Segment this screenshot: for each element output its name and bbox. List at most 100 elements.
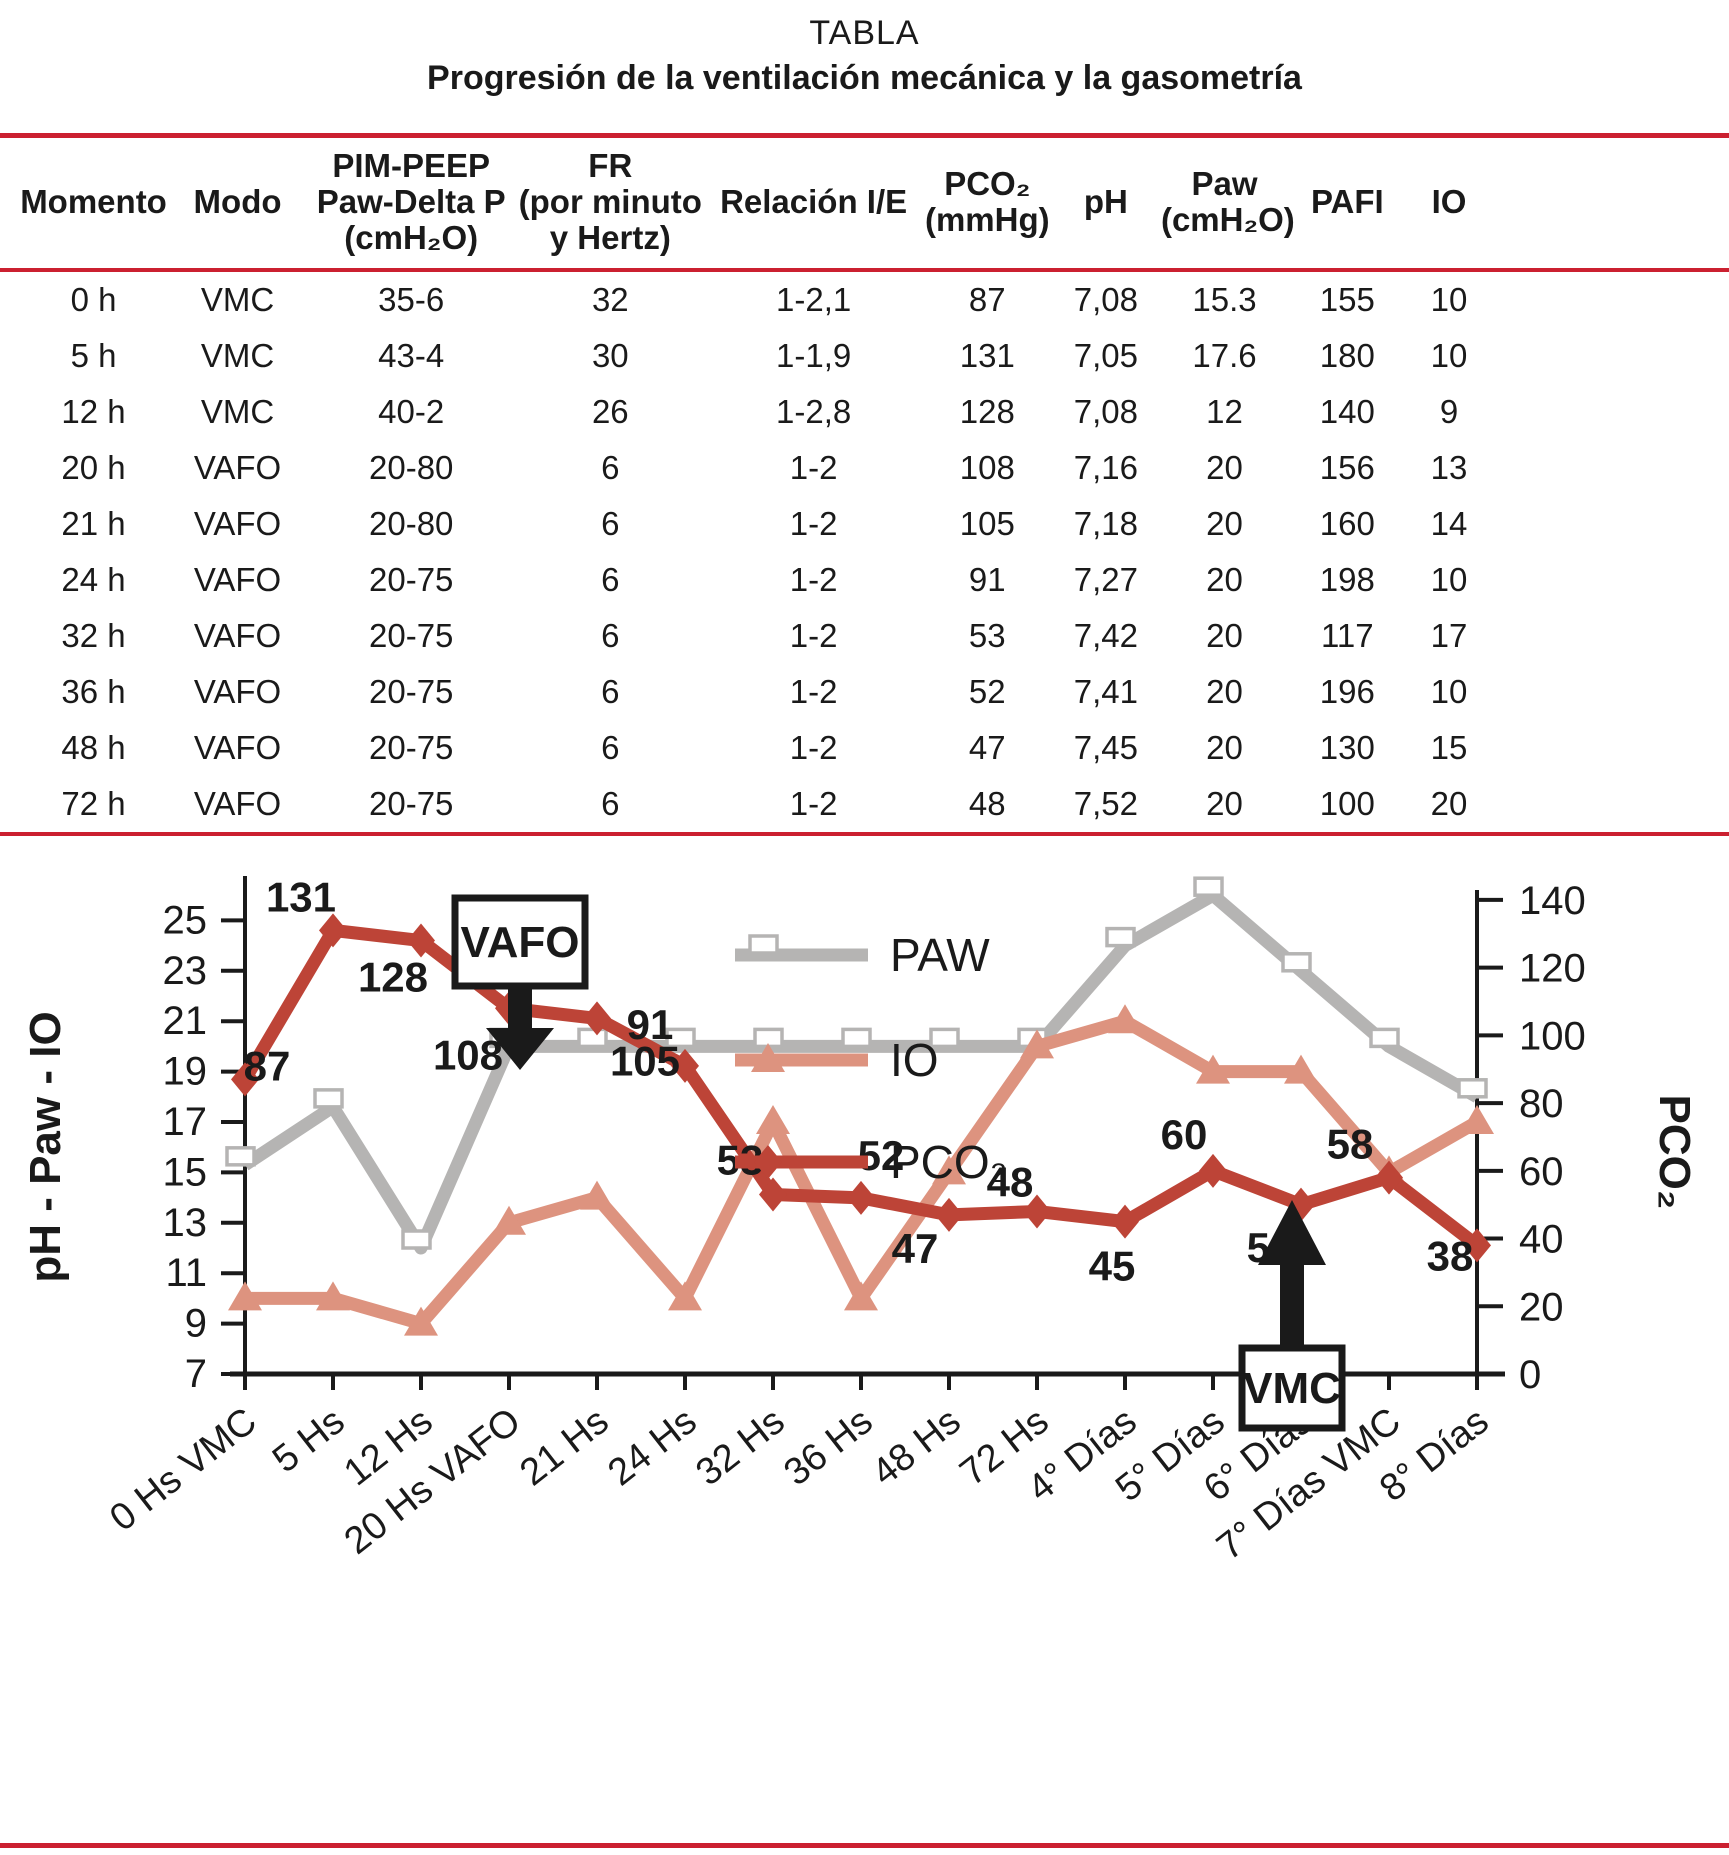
column-header-line: FR <box>588 147 633 184</box>
left-axis-title: pH - Paw - IO <box>21 1011 70 1282</box>
table-cell: 12 <box>1206 393 1243 430</box>
column-header-line: y Hertz) <box>549 219 671 256</box>
vafo-annotation-label: VAFO <box>461 918 580 967</box>
table-cell: 10 <box>1430 561 1468 598</box>
x-axis-category-label: 36 Hs <box>776 1400 880 1494</box>
table-cell: 0 h <box>70 281 117 318</box>
table-cell: VAFO <box>193 729 282 766</box>
table-cell: 10 <box>1430 673 1468 710</box>
table-cell: 10 <box>1430 281 1468 318</box>
table-title-block: TABLA Progresión de la ventilación mecán… <box>0 14 1729 98</box>
table-cell: VAFO <box>193 449 282 486</box>
series-marker-PAW <box>753 1027 784 1049</box>
table-cell: 15 <box>1430 729 1468 766</box>
column-header: PIM-PEEP Paw-Delta P (cmH₂O) <box>305 148 517 256</box>
series-marker-PAW <box>1369 1027 1400 1049</box>
right-axis-tick-label: 20 <box>1519 1285 1564 1329</box>
table-cell: 26 <box>591 393 629 430</box>
table-row: 72 h VAFO 20-75 6 1-2 48 7,52 20 100 20 <box>0 776 1729 832</box>
series-marker-PCO₂ <box>1199 1153 1227 1188</box>
table-cell: 6 <box>601 729 620 766</box>
table-cell: 6 <box>601 505 620 542</box>
table-cell: 156 <box>1319 449 1375 486</box>
column-header-line: (cmH₂O) <box>344 219 479 256</box>
table-row: 24 h VAFO 20-75 6 1-2 91 7,27 20 198 10 <box>0 552 1729 608</box>
left-axis-tick-label: 21 <box>163 999 208 1043</box>
table-cell: 7,45 <box>1073 729 1138 766</box>
series-marker-PCO₂ <box>1111 1204 1139 1239</box>
table-cell: 20-80 <box>369 505 454 542</box>
table-cell: 196 <box>1319 673 1375 710</box>
left-axis-tick-label: 11 <box>165 1251 207 1295</box>
table-cell: 43-4 <box>378 337 445 374</box>
column-header-line: PCO₂ <box>944 165 1031 202</box>
series-marker-IO <box>228 1281 262 1311</box>
table-cell: 20 <box>1206 561 1243 598</box>
table-cell: 52 <box>968 673 1006 710</box>
table-cell: 7,41 <box>1073 673 1138 710</box>
series-marker-IO <box>844 1281 878 1311</box>
table-cell: 40-2 <box>378 393 445 430</box>
table-cell: 20-75 <box>369 785 454 822</box>
table-cell: 1-2 <box>789 729 838 766</box>
left-axis-tick-label: 15 <box>163 1150 208 1194</box>
data-point-label: 58 <box>1327 1121 1374 1168</box>
vafo-arrow <box>486 986 554 1070</box>
data-point-label: 87 <box>244 1042 291 1089</box>
series-marker-PCO₂ <box>1287 1187 1315 1222</box>
table-cell: 20 <box>1206 617 1243 654</box>
table-cell: VAFO <box>193 617 282 654</box>
data-point-label: 60 <box>1161 1111 1208 1158</box>
table-cell: 105 <box>959 505 1015 542</box>
series-marker-PCO₂ <box>671 1048 699 1083</box>
series-marker-IO <box>756 1105 790 1134</box>
table-cell: 130 <box>1319 729 1375 766</box>
table-cell: 32 h <box>61 617 126 654</box>
series-marker-PCO₂ <box>1375 1160 1403 1195</box>
column-header: pH <box>1051 184 1161 220</box>
table-cell: 108 <box>959 449 1015 486</box>
table-cell: 1-2 <box>789 673 838 710</box>
table-cell: 198 <box>1319 561 1375 598</box>
table-cell: VAFO <box>193 673 282 710</box>
table-cell: 13 <box>1430 449 1468 486</box>
series-marker-PCO₂ <box>847 1180 875 1215</box>
series-marker-IO <box>932 1155 966 1185</box>
table-cell: 20 <box>1206 505 1243 542</box>
table-cell: 72 h <box>61 785 126 822</box>
table-cell: 21 h <box>61 505 126 542</box>
table-cell: VAFO <box>193 505 282 542</box>
table-cell: 20-75 <box>369 729 454 766</box>
series-marker-PAW <box>929 1027 960 1049</box>
table-cell: 20-75 <box>369 561 454 598</box>
data-point-label: 47 <box>892 1225 939 1272</box>
chart-svg: 7 9 11 13 15 17 19 21 23 25 0 20 40 60 80 100 120 140 0 Hs… <box>21 873 1699 1568</box>
data-point-label: 108 <box>433 1031 503 1078</box>
table-row: 12 h VMC 40-2 26 1-2,8 128 7,08 12 140 9 <box>0 384 1729 440</box>
column-header-line: pH <box>1083 183 1128 220</box>
table-cell: 7,27 <box>1073 561 1138 598</box>
right-axis-tick-label: 140 <box>1519 879 1586 923</box>
table-cell: 180 <box>1319 337 1375 374</box>
x-axis-category-label: 21 Hs <box>512 1400 616 1494</box>
data-point-label: 131 <box>266 873 336 920</box>
table-cell: 87 <box>968 281 1006 318</box>
series-marker-PAW <box>665 1027 696 1049</box>
table-cell: 48 <box>968 785 1006 822</box>
table-cell: 12 h <box>61 393 126 430</box>
series-marker-PAW <box>1281 952 1312 973</box>
table-cell: 6 <box>601 785 620 822</box>
column-header-line: PAFI <box>1310 183 1384 220</box>
table-cell: 14 <box>1430 505 1468 542</box>
table-cell: 20-75 <box>369 617 454 654</box>
table-cell: 7,08 <box>1073 393 1138 430</box>
table-cell: 155 <box>1319 281 1375 318</box>
series-marker-PAW <box>313 1088 344 1109</box>
column-header-line: Relación I/E <box>720 183 908 220</box>
left-axis-tick-label: 13 <box>163 1201 208 1245</box>
table-cell: 7,18 <box>1073 505 1138 542</box>
series-marker-PAW <box>841 1027 872 1049</box>
column-header-line: (cmH₂O) <box>1160 201 1295 238</box>
series-marker-PAW <box>1457 1078 1488 1099</box>
